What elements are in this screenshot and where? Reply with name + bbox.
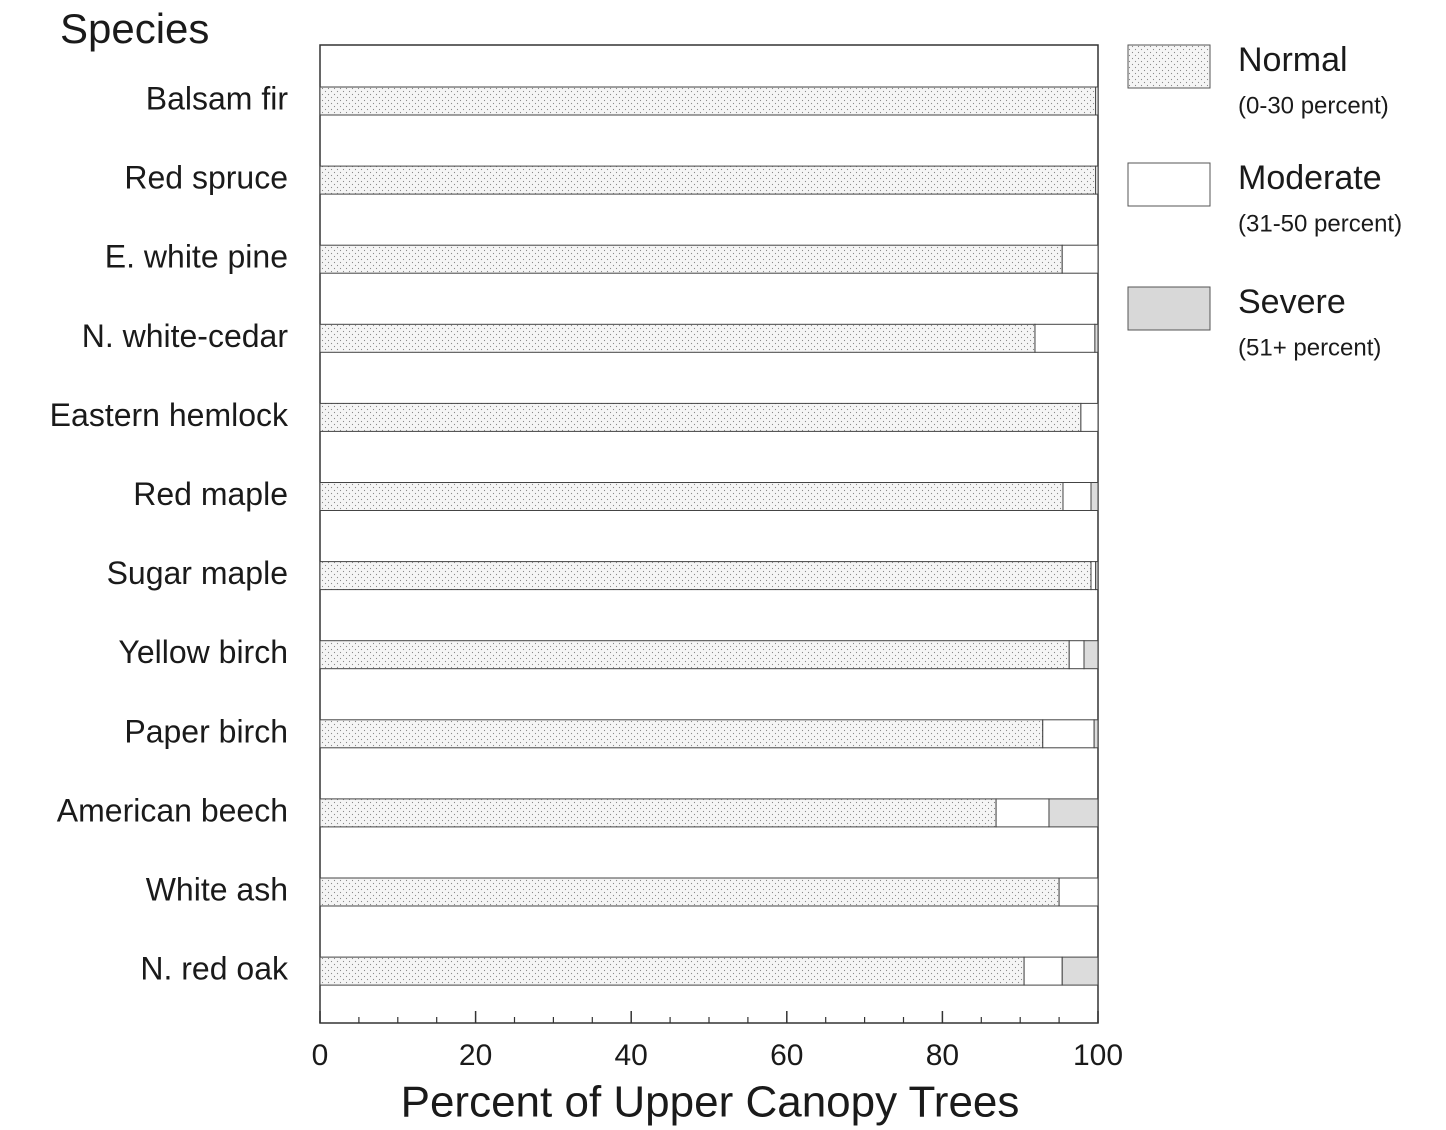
y-tick-label: Yellow birch — [118, 634, 288, 670]
bar-segment — [319, 86, 1097, 116]
bar-segment — [1023, 956, 1063, 986]
bar-segment — [1080, 402, 1099, 432]
y-tick-label: Balsam fir — [146, 80, 289, 116]
y-tick-label: Red maple — [133, 476, 288, 512]
x-tick-label: 100 — [1073, 1039, 1123, 1072]
legend-range: (51+ percent) — [1238, 334, 1381, 361]
bar-segment — [319, 244, 1063, 274]
bar-segment — [319, 482, 1064, 511]
bar-segment — [319, 877, 1060, 907]
bar-segment — [1062, 482, 1092, 511]
bar-segment — [1083, 640, 1099, 670]
y-tick-label: Paper birch — [124, 713, 288, 749]
x-tick-label: 60 — [770, 1039, 803, 1072]
legend-swatch — [1127, 286, 1211, 331]
legend-range: (0-30 percent) — [1238, 92, 1389, 119]
bar-segment — [319, 956, 1025, 986]
legend-label: Moderate — [1238, 159, 1382, 197]
y-tick-label: American beech — [57, 792, 288, 828]
bar-segment — [1034, 323, 1096, 353]
y-tick-label: Eastern hemlock — [50, 397, 289, 433]
bar-segment — [1093, 719, 1099, 749]
bar-segment — [319, 719, 1044, 749]
bar-segment — [319, 640, 1070, 670]
bar-segment — [1094, 323, 1099, 353]
bar-segment — [1061, 956, 1099, 986]
chart-title: Species — [60, 5, 209, 52]
bar-segment — [319, 561, 1092, 591]
legend-range: (31-50 percent) — [1238, 210, 1402, 237]
bar-segment — [1058, 877, 1099, 907]
bar-segment — [1090, 561, 1097, 591]
bar-segment — [1095, 561, 1099, 591]
legend-swatch — [1127, 44, 1211, 89]
bar-segment — [319, 402, 1082, 432]
bar-segment — [319, 798, 997, 828]
x-tick-label: 80 — [926, 1039, 959, 1072]
y-tick-label: White ash — [146, 871, 288, 907]
y-tick-label: N. white-cedar — [82, 318, 289, 354]
x-tick-label: 0 — [312, 1039, 329, 1072]
bar-segment — [1048, 798, 1099, 828]
bar-segment — [1095, 86, 1099, 116]
y-tick-label: N. red oak — [140, 951, 289, 987]
legend-label: Severe — [1238, 283, 1346, 321]
y-tick-label: Sugar maple — [107, 555, 288, 591]
bar-segment — [1061, 244, 1099, 274]
x-tick-label: 40 — [615, 1039, 648, 1072]
bar-segment — [1042, 719, 1095, 749]
bar-segment — [319, 323, 1036, 353]
x-tick-label: 20 — [459, 1039, 492, 1072]
x-axis-label: Percent of Upper Canopy Trees — [401, 1078, 1020, 1127]
y-tick-label: E. white pine — [105, 239, 288, 275]
bar-segment — [1090, 482, 1099, 511]
y-tick-label: Red spruce — [124, 160, 288, 196]
bar-segment — [319, 165, 1097, 195]
bar-segment — [1068, 640, 1085, 670]
bar-segment — [995, 798, 1050, 828]
bar-segment — [1095, 165, 1099, 195]
legend-label: Normal — [1238, 41, 1348, 79]
legend-swatch — [1127, 162, 1211, 207]
